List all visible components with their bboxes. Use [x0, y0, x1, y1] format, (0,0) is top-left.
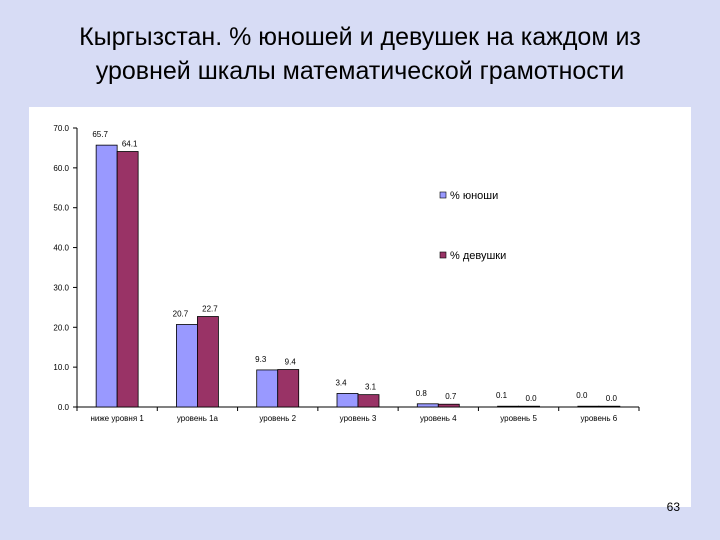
y-tick-label: 30.0: [53, 283, 69, 292]
data-label: 65.7: [92, 130, 108, 139]
data-label: 3.4: [335, 378, 347, 387]
y-tick-label: 10.0: [53, 363, 69, 372]
data-label: 9.3: [255, 355, 267, 364]
legend-label: % юноши: [450, 190, 498, 202]
x-tick-label: уровень 1а: [177, 414, 219, 423]
page-number: 63: [666, 500, 680, 514]
bar: [277, 369, 300, 408]
slide-title-line-1: Кыргызстан. % юношей и девушек на каждом…: [79, 23, 641, 51]
data-label: 3.1: [365, 383, 377, 392]
x-tick-label: уровень 4: [420, 414, 457, 423]
data-label: 0.7: [445, 392, 457, 401]
bar: [518, 405, 540, 408]
data-label: 9.4: [285, 358, 297, 367]
data-label: 0.0: [576, 391, 588, 400]
y-tick-label: 0.0: [58, 403, 70, 412]
bar: [357, 394, 380, 408]
chart-panel: 0.0 10.0 20.0 30.0 40.0 50.0 60.0 70.0 ниже уров…: [29, 107, 691, 507]
data-label: 64.1: [122, 140, 138, 149]
bar: [416, 403, 439, 408]
bar: [497, 405, 519, 408]
slide-title: Кыргызстан. % юношей и девушек на каждом…: [0, 20, 720, 88]
data-label: 0.8: [416, 389, 428, 398]
y-tick-label: 50.0: [53, 204, 69, 213]
bar: [577, 405, 600, 408]
x-tick-label: уровень 2: [259, 414, 296, 423]
legend-swatch: [439, 251, 447, 259]
data-label: 22.7: [202, 305, 218, 314]
data-label: 20.7: [173, 309, 189, 318]
data-label: 0.0: [606, 394, 618, 403]
bar: [197, 316, 219, 408]
legend-swatch: [439, 191, 447, 199]
y-tick-label: 20.0: [53, 323, 69, 332]
bar: [598, 405, 621, 408]
y-tick-label: 60.0: [53, 164, 69, 173]
bar: [256, 369, 279, 408]
x-tick-label: уровень 6: [581, 414, 618, 423]
bar: [95, 144, 118, 408]
bar: [336, 393, 359, 408]
bar: [116, 151, 139, 408]
x-tick-label: ниже уровня 1: [90, 414, 144, 423]
x-tick-label: уровень 3: [340, 414, 377, 423]
legend-label: % девушки: [450, 250, 506, 262]
y-tick-label: 70.0: [53, 124, 69, 133]
slide-title-line-2: уровней шкалы математической грамотности: [95, 57, 625, 85]
bar: [176, 324, 198, 408]
data-label: 0.1: [496, 391, 508, 400]
x-tick-label: уровень 5: [500, 414, 537, 423]
y-tick-label: 40.0: [53, 244, 69, 253]
data-label: 0.0: [526, 394, 538, 403]
bar-chart: 0.0 10.0 20.0 30.0 40.0 50.0 60.0 70.0 ниже уров…: [53, 124, 640, 423]
bar: [437, 403, 460, 408]
